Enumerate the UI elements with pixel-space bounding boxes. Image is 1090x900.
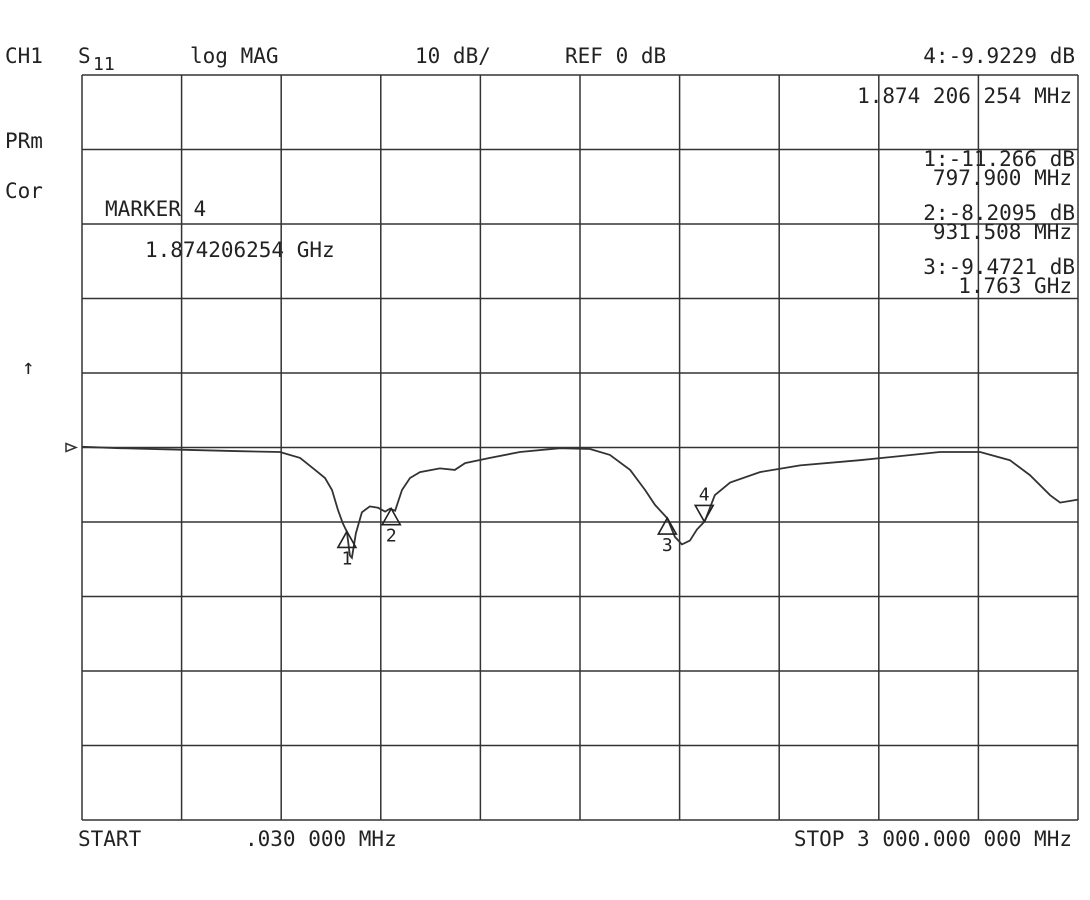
marker-readout: 2:-8.2095 dB [923, 201, 1075, 225]
marker-freq: 1.874206254 GHz [145, 238, 335, 262]
marker-label: 1 [341, 548, 352, 569]
channel: CH1 [5, 44, 43, 68]
active-freq: 1.874 206 254 MHz [857, 84, 1072, 108]
start-value: .030 000 MHz [245, 827, 397, 851]
marker-readout: 1:-11.266 dB [923, 147, 1075, 171]
marker-label: 2 [386, 526, 397, 547]
marker-title: MARKER 4 [105, 197, 206, 221]
side-label: ↑ [22, 355, 35, 379]
marker-readout-freq: 1.763 GHz [958, 274, 1072, 298]
format: log MAG [190, 44, 279, 68]
stop-label: STOP 3 000.000 000 MHz [794, 827, 1072, 851]
start-label: START [78, 827, 142, 851]
reference-indicator [65, 442, 79, 453]
marker-label: 4 [699, 484, 710, 505]
trace [81, 445, 1079, 560]
marker-readout: 3:-9.4721 dB [923, 255, 1075, 279]
active-readout: 4:-9.9229 dB [923, 44, 1075, 68]
side-label: Cor [5, 179, 43, 203]
marker-readout-freq: 931.508 MHz [933, 220, 1072, 244]
parameter: S [78, 44, 91, 68]
side-label: PRm [5, 129, 43, 153]
marker [336, 529, 358, 549]
scale: 10 dB/ [415, 44, 491, 68]
marker [380, 507, 402, 526]
marker-label: 3 [662, 535, 673, 556]
marker [693, 504, 715, 524]
reference: REF 0 dB [565, 44, 666, 68]
marker-readout-freq: 797.900 MHz [933, 166, 1072, 190]
marker [656, 516, 678, 535]
parameter-sub: 11 [93, 54, 115, 75]
